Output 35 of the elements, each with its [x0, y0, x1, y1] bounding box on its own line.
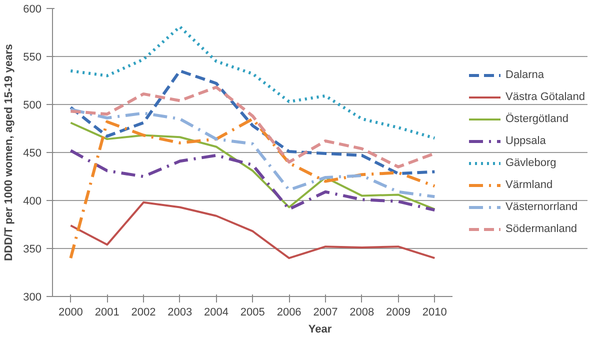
y-tick-label: 400	[23, 196, 42, 208]
legend-label: Dalarna	[506, 69, 544, 81]
legend-label: Värmland	[506, 179, 553, 191]
legend-label: Gävleborg	[506, 157, 556, 169]
line-series	[69, 25, 436, 140]
x-tick-label: 2001	[94, 306, 120, 318]
y-tick-label: 300	[23, 292, 42, 304]
x-tick-label: 2004	[204, 306, 229, 318]
line-series	[69, 117, 436, 260]
legend-label: Västra Götaland	[506, 91, 585, 103]
x-tick-label: 2010	[422, 306, 447, 318]
legend-label: Uppsala	[506, 135, 546, 147]
y-tick-label: 500	[23, 100, 42, 112]
y-tick-label: 550	[23, 52, 42, 64]
legend-label: Östergötland	[506, 113, 568, 125]
x-tick-label: 2006	[276, 306, 302, 318]
legend-label: Södermanland	[506, 223, 578, 235]
y-axis-title: DDD/T per 1000 women, aged 15-19 years	[3, 44, 16, 262]
x-tick-label: 2008	[350, 306, 374, 318]
x-axis-title: Year	[308, 324, 332, 336]
line-series	[70, 122, 436, 210]
x-tick-label: 2003	[168, 306, 192, 318]
x-tick-label: 2009	[386, 306, 410, 318]
line-series	[70, 201, 436, 260]
y-tick-label: 350	[23, 244, 42, 256]
x-tick-label: 2002	[131, 306, 156, 318]
x-tick-label: 2000	[58, 306, 83, 318]
x-tick-label: 2007	[313, 306, 338, 318]
x-tick-label: 2005	[240, 306, 265, 318]
y-tick-label: 450	[23, 148, 42, 160]
line-series	[69, 108, 436, 198]
y-tick-label: 600	[23, 4, 42, 16]
line-series	[69, 149, 436, 212]
line-series	[69, 69, 436, 176]
legend-label: Västernorrland	[506, 201, 578, 213]
